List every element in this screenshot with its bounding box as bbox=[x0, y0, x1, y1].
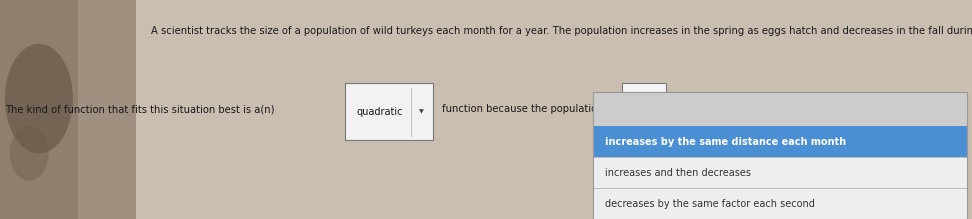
Text: quadratic: quadratic bbox=[357, 107, 403, 117]
Bar bbox=[593, 157, 967, 188]
Text: ▲: ▲ bbox=[642, 109, 646, 114]
Text: A scientist tracks the size of a population of wild turkeys each month for a yea: A scientist tracks the size of a populat… bbox=[151, 26, 972, 36]
FancyBboxPatch shape bbox=[622, 83, 666, 140]
Text: decreases by the same factor each second: decreases by the same factor each second bbox=[605, 199, 815, 208]
Text: function because the population of turkeys: function because the population of turke… bbox=[442, 104, 657, 115]
Bar bbox=[593, 92, 967, 126]
FancyBboxPatch shape bbox=[345, 83, 433, 140]
Ellipse shape bbox=[10, 126, 49, 181]
Bar bbox=[0, 0, 78, 219]
FancyBboxPatch shape bbox=[593, 92, 967, 219]
Bar bbox=[136, 0, 972, 219]
Text: increases by the same distance each month: increases by the same distance each mont… bbox=[605, 137, 846, 147]
Text: ▼: ▼ bbox=[419, 109, 424, 114]
Ellipse shape bbox=[5, 44, 73, 153]
Text: The kind of function that fits this situation best is a(n): The kind of function that fits this situ… bbox=[5, 104, 274, 115]
Bar bbox=[593, 126, 967, 157]
Bar bbox=[593, 188, 967, 219]
Text: increases and then decreases: increases and then decreases bbox=[605, 168, 750, 178]
Bar bbox=[0, 0, 136, 219]
